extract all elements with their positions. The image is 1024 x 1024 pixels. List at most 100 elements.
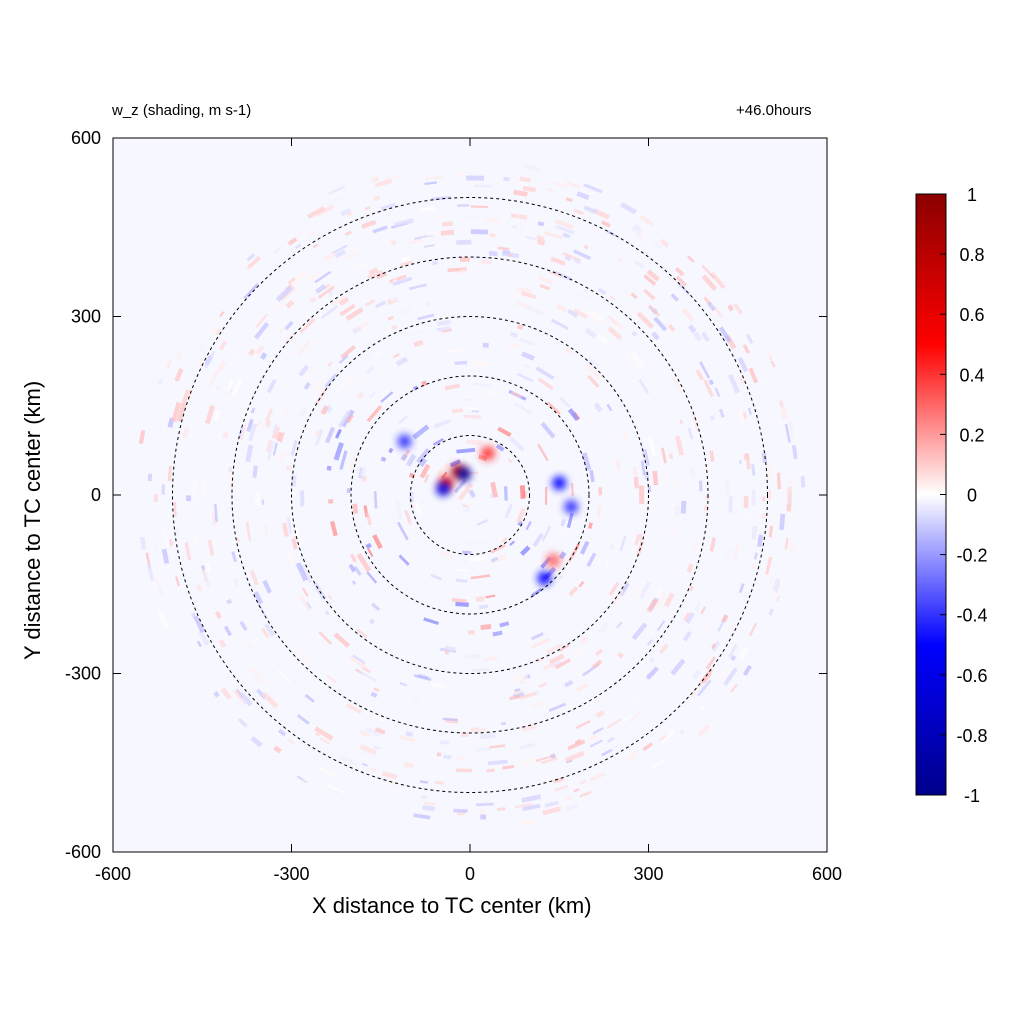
field-streak (449, 459, 461, 468)
field-streak (513, 189, 528, 197)
field-streak (653, 591, 667, 611)
field-streak (278, 452, 285, 462)
field-streak (787, 486, 793, 504)
field-streak (565, 803, 578, 812)
field-streak (255, 313, 269, 328)
field-streak (157, 378, 163, 385)
field-streak (646, 639, 653, 646)
field-streak (227, 379, 235, 391)
field-streak (465, 175, 485, 181)
field-streak (460, 732, 469, 737)
field-streak (699, 480, 703, 492)
field-streak (694, 601, 702, 612)
field-streak (207, 539, 215, 556)
field-streak (353, 565, 362, 576)
field-streak (340, 208, 352, 217)
field-streak (421, 380, 428, 387)
field-streak (516, 372, 534, 383)
field-streak (516, 225, 532, 232)
field-streak (414, 501, 422, 515)
field-streak (576, 191, 590, 200)
field-streak (520, 819, 536, 826)
field-streak (395, 500, 403, 521)
field-streak (546, 643, 562, 655)
field-streak (552, 181, 568, 188)
field-streak (658, 734, 668, 742)
field-streak (575, 719, 591, 730)
field-streak (251, 637, 258, 644)
field-streak (597, 692, 611, 703)
field-streak (708, 379, 714, 386)
field-streak (559, 806, 565, 811)
field-streak (372, 534, 383, 550)
field-streak (300, 490, 305, 507)
field-streak (436, 462, 450, 476)
field-streak (365, 512, 372, 526)
field-streak (535, 366, 555, 380)
field-streak (408, 249, 424, 256)
field-streak (737, 356, 749, 373)
field-streak (589, 772, 606, 782)
field-streak (537, 221, 545, 227)
field-streak (409, 328, 428, 338)
field-streak (231, 551, 237, 562)
field-streak (228, 387, 233, 395)
field-streak (709, 537, 717, 552)
field-streak (674, 505, 680, 517)
field-streak (338, 296, 350, 307)
field-streak (648, 656, 656, 664)
field-streak (486, 768, 495, 773)
field-streak (432, 437, 444, 446)
field-streak (521, 723, 537, 732)
field-streak (730, 654, 737, 662)
field-streak (580, 540, 590, 555)
field-streak (687, 427, 693, 440)
field-streak (567, 308, 579, 318)
field-streak (163, 530, 168, 547)
field-streak (326, 783, 345, 795)
field-streak (423, 617, 440, 625)
field-streak (218, 340, 228, 351)
field-streak (320, 405, 329, 415)
field-streak (736, 409, 745, 424)
field-streak (788, 478, 793, 484)
field-streak (525, 521, 532, 531)
field-streak (256, 420, 261, 428)
field-streak (786, 503, 792, 512)
field-streak (631, 225, 643, 236)
field-streak (197, 629, 210, 647)
field-streak (437, 319, 451, 327)
field-streak (451, 408, 464, 414)
field-streak (320, 305, 339, 320)
field-streak (281, 522, 289, 537)
x-tick-label: 300 (633, 864, 663, 884)
field-streak (488, 250, 498, 257)
field-streak (743, 453, 750, 461)
colorbar-tick-label: 0.6 (959, 305, 984, 325)
colorbar-tick-label: -0.8 (956, 726, 987, 746)
field-streak (441, 471, 448, 479)
field-streak (412, 698, 420, 705)
field-streak (514, 402, 532, 415)
field-streak (330, 610, 337, 617)
field-streak (255, 344, 265, 355)
field-streak (544, 800, 559, 808)
field-streak (685, 611, 695, 624)
field-streak (259, 352, 268, 360)
plot-background (113, 138, 827, 852)
field-streak (721, 614, 729, 623)
field-streak (502, 249, 511, 255)
field-streak (312, 243, 318, 249)
field-streak (753, 552, 758, 560)
field-streak (709, 450, 715, 462)
field-streak (683, 612, 691, 622)
field-streak (205, 562, 212, 573)
field-streak (788, 421, 795, 438)
field-streak (510, 390, 523, 399)
field-streak (579, 790, 592, 798)
field-streak (435, 780, 444, 785)
axes: -600 -300 0 300 600 -600 -300 0 300 600 (65, 128, 842, 884)
field-streak (315, 388, 328, 405)
field-streak (200, 565, 206, 571)
field-streak (423, 244, 435, 248)
